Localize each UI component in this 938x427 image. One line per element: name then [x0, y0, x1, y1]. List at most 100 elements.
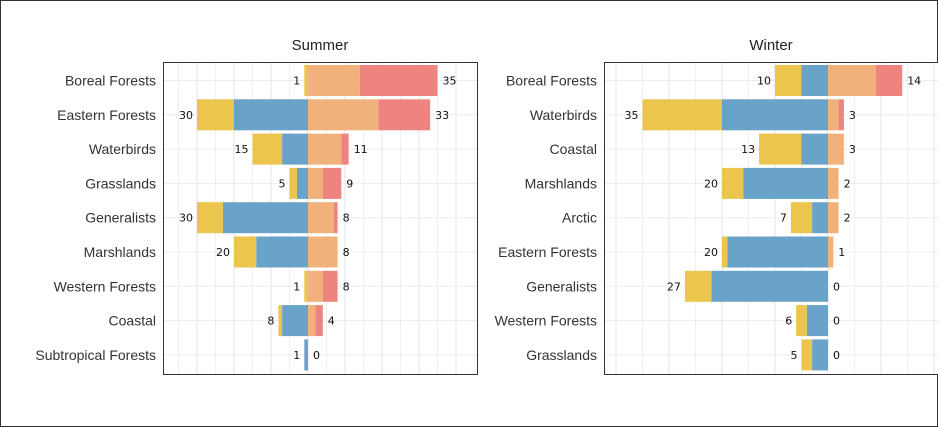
category-label-waterbirds: Waterbirds: [89, 141, 156, 157]
bar-segment-grasslands: [289, 167, 297, 199]
category-label-boreal-forests: Boreal Forests: [65, 73, 156, 89]
bar-segment-western-forests: [796, 305, 807, 337]
data-label-right-eastern-forests: 33: [435, 109, 449, 122]
bar-segment-arctic: [812, 202, 828, 234]
bar-segment-generalists: [197, 202, 223, 234]
bar-segment-eastern-forests: [378, 99, 431, 131]
bar-segment-grasslands: [812, 339, 828, 371]
bar-segment-marshlands: [722, 167, 744, 199]
bar-segment-waterbirds: [828, 99, 839, 131]
data-label-right-grasslands: 9: [346, 177, 353, 190]
bar-segment-marshlands: [256, 236, 308, 268]
category-label-grasslands: Grasslands: [85, 175, 156, 191]
data-label-right-arctic: 2: [844, 212, 851, 225]
bar-segment-coastal: [308, 305, 316, 337]
bar-segment-eastern-forests: [828, 236, 834, 268]
data-label-left-coastal: 8: [267, 315, 274, 328]
bar-segment-grasslands: [308, 167, 323, 199]
bar-segment-waterbirds: [642, 99, 722, 131]
bar-segment-generalists: [222, 202, 308, 234]
data-label-right-marshlands: 8: [343, 246, 350, 259]
category-label-eastern-forests: Eastern Forests: [57, 107, 156, 123]
category-label-western-forests: Western Forests: [495, 313, 597, 329]
panel-title: Winter: [749, 37, 792, 54]
category-label-grasslands: Grasslands: [526, 347, 597, 363]
data-label-left-grasslands: 5: [279, 177, 286, 190]
bar-segment-western-forests: [322, 270, 338, 302]
data-label-left-grasslands: 5: [791, 349, 798, 362]
data-label-left-boreal-forests: 10: [757, 75, 771, 88]
data-label-right-waterbirds: 11: [354, 143, 368, 156]
bar-segment-coastal: [801, 133, 828, 165]
category-label-western-forests: Western Forests: [54, 278, 156, 294]
data-label-right-boreal-forests: 14: [907, 75, 921, 88]
bar-segment-marshlands: [308, 236, 338, 268]
bar-segment-coastal: [278, 305, 283, 337]
bar-segment-generalists: [684, 270, 712, 302]
category-label-coastal: Coastal: [109, 313, 156, 329]
bar-segment-boreal-forests: [801, 65, 828, 96]
data-label-left-generalists: 27: [667, 280, 681, 293]
bar-segment-generalists: [308, 202, 334, 234]
data-label-right-coastal: 4: [328, 315, 335, 328]
data-label-right-grasslands: 0: [833, 349, 840, 362]
bar-segment-eastern-forests: [722, 236, 728, 268]
bar-segment-marshlands: [743, 167, 828, 199]
bar-segment-arctic: [828, 202, 839, 234]
data-label-left-coastal: 13: [741, 143, 755, 156]
data-label-left-western-forests: 6: [785, 315, 792, 328]
bar-segment-western-forests: [304, 270, 308, 302]
bar-segment-waterbirds: [282, 133, 308, 165]
bar-segment-marshlands: [234, 236, 257, 268]
data-label-right-eastern-forests: 1: [838, 246, 845, 259]
bar-segment-coastal: [759, 133, 802, 165]
bar-segment-marshlands: [828, 167, 839, 199]
bar-segment-grasslands: [801, 339, 813, 371]
bar-segment-eastern-forests: [234, 99, 308, 131]
data-label-right-western-forests: 0: [833, 315, 840, 328]
bar-segment-coastal: [315, 305, 323, 337]
bar-segment-eastern-forests: [308, 99, 379, 131]
data-label-right-boreal-forests: 35: [443, 75, 457, 88]
bar-segment-waterbirds: [341, 133, 349, 165]
bar-segment-coastal: [282, 305, 308, 337]
category-label-subtropical-forests: Subtropical Forests: [35, 347, 156, 363]
bar-segment-coastal: [828, 133, 844, 165]
data-label-right-marshlands: 2: [844, 177, 851, 190]
data-label-right-waterbirds: 3: [849, 109, 856, 122]
bar-segment-arctic: [790, 202, 813, 234]
bar-segment-eastern-forests: [197, 99, 234, 131]
data-label-left-marshlands: 20: [704, 177, 718, 190]
bar-segment-eastern-forests: [727, 236, 828, 268]
bar-segment-boreal-forests: [875, 65, 903, 96]
bar-segment-grasslands: [322, 167, 342, 199]
data-label-left-marshlands: 20: [216, 246, 230, 259]
bar-segment-grasslands: [296, 167, 308, 199]
bar-segment-waterbirds: [252, 133, 283, 165]
category-label-boreal-forests: Boreal Forests: [506, 73, 597, 89]
category-label-generalists: Generalists: [85, 210, 156, 226]
data-label-right-generalists: 8: [343, 212, 350, 225]
bar-segment-boreal-forests: [828, 65, 876, 96]
category-label-eastern-forests: Eastern Forests: [498, 244, 597, 260]
data-label-left-generalists: 30: [179, 212, 193, 225]
bar-segment-waterbirds: [838, 99, 844, 131]
bar-segment-boreal-forests: [304, 65, 308, 96]
bar-segment-western-forests: [806, 305, 828, 337]
category-label-arctic: Arctic: [562, 210, 597, 226]
bar-segment-boreal-forests: [359, 65, 438, 96]
data-label-left-eastern-forests: 20: [704, 246, 718, 259]
bar-segment-generalists: [711, 270, 828, 302]
panel-border: [604, 62, 938, 375]
bar-segment-boreal-forests: [308, 65, 360, 96]
data-label-right-coastal: 3: [849, 143, 856, 156]
panel-title: Summer: [292, 37, 349, 54]
data-label-right-western-forests: 8: [343, 280, 350, 293]
category-label-marshlands: Marshlands: [84, 244, 156, 260]
data-label-left-subtropical-forests: 1: [293, 349, 300, 362]
bar-segment-waterbirds: [308, 133, 342, 165]
bar-segment-waterbirds: [722, 99, 828, 131]
